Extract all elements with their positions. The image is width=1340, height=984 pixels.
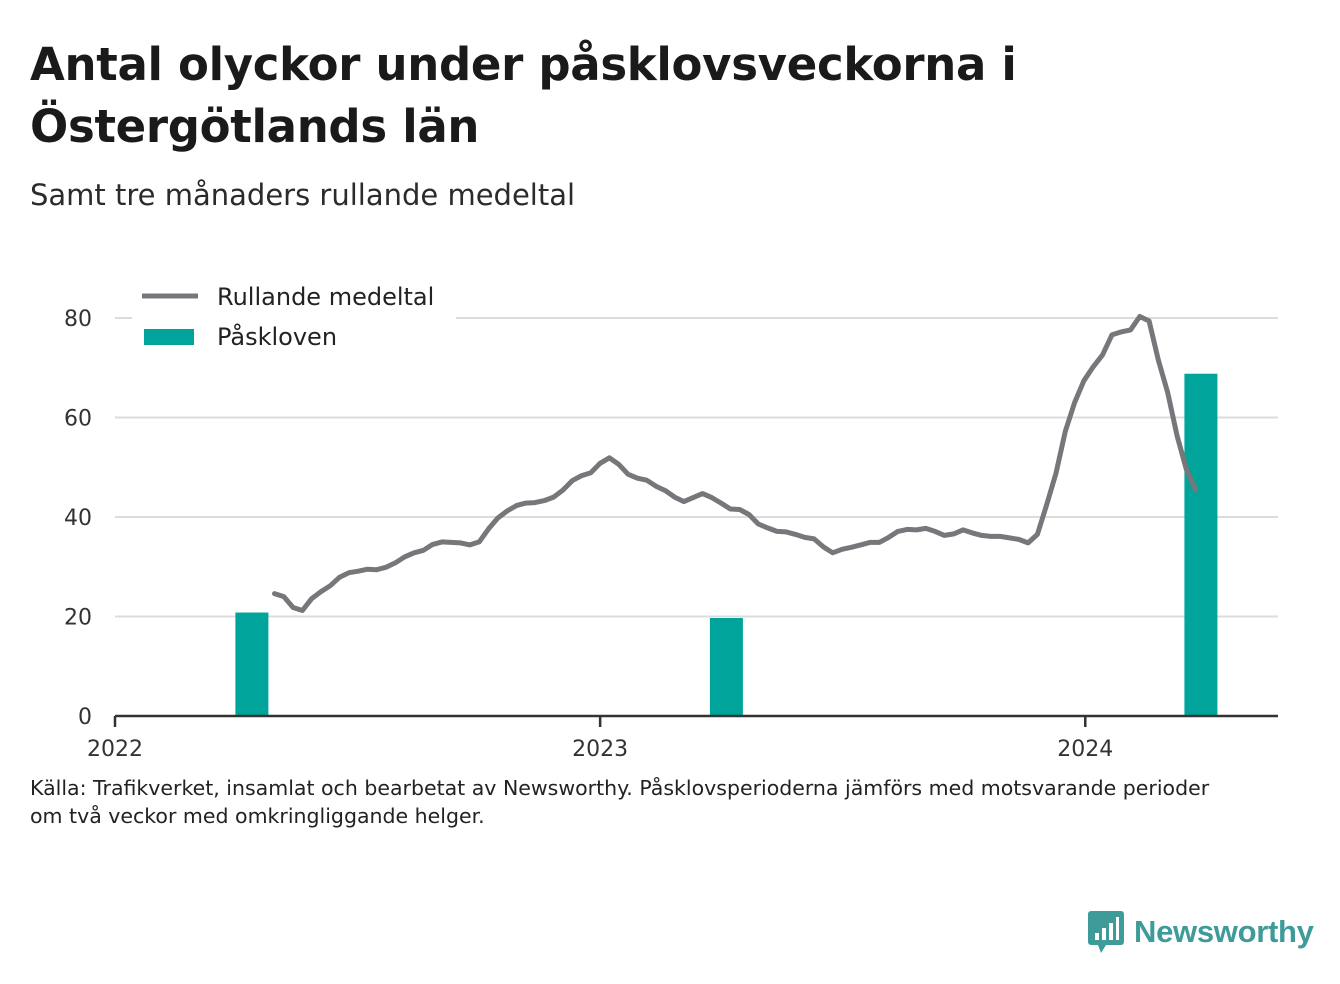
chart-title: Antal olyckor under påsklovsveckorna i Ö… xyxy=(30,38,1017,153)
x-tick-label: 2023 xyxy=(572,737,628,762)
line-series xyxy=(272,314,1199,613)
legend: Rullande medeltal Påskloven xyxy=(132,274,456,362)
bar-paskloven xyxy=(1184,373,1218,716)
y-tick-label: 40 xyxy=(64,506,92,531)
line-rullande-medeltal xyxy=(272,314,1199,613)
x-tick-label: 2022 xyxy=(87,737,143,762)
source-line-2: om två veckor med omkringliggande helger… xyxy=(30,804,485,828)
brand-logo[interactable]: Newsworthy xyxy=(1088,908,1314,956)
source-line-1: Källa: Trafikverket, insamlat och bearbe… xyxy=(30,776,1210,800)
grid-lines xyxy=(115,317,1278,618)
source-note: Källa: Trafikverket, insamlat och bearbe… xyxy=(30,774,1260,830)
legend-bar-swatch xyxy=(144,329,194,345)
bar-paskloven xyxy=(235,612,269,716)
legend-label-paskloven: Påskloven xyxy=(217,322,337,351)
bar-series xyxy=(235,373,1218,716)
y-tick-label: 0 xyxy=(78,705,92,730)
y-tick-label: 20 xyxy=(64,606,92,631)
bar-paskloven xyxy=(709,617,743,716)
legend-background xyxy=(132,274,456,362)
legend-label-rullande: Rullande medeltal xyxy=(217,283,434,311)
y-tick-label: 80 xyxy=(64,307,92,332)
chart-area: 0 20 40 60 80 2022 2023 2024 Rullande medeltal … xyxy=(64,274,1278,762)
newsworthy-logo-icon xyxy=(1088,911,1124,953)
x-tick-label: 2024 xyxy=(1057,737,1113,762)
y-tick-label: 60 xyxy=(64,407,92,432)
brand-name: Newsworthy xyxy=(1134,914,1314,949)
axes: 0 20 40 60 80 2022 2023 2024 xyxy=(64,307,1278,762)
chart-subtitle: Samt tre månaders rullande medeltal xyxy=(30,178,576,212)
